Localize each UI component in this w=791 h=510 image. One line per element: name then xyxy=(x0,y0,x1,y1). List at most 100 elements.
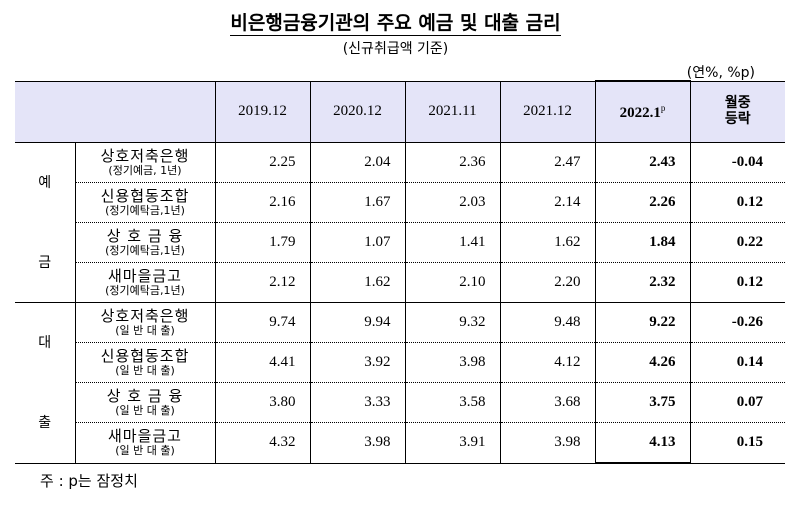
header-period: 2021.11 xyxy=(404,80,500,143)
institution-name: 상 호 금 융 xyxy=(106,226,184,245)
change-cell: -0.26 xyxy=(689,302,785,343)
table-row: 새마을금고 (정기예탁금,1년) 2.12 1.62 2.10 2.20 2.32 0.12 xyxy=(15,262,785,303)
change-cell: 0.12 xyxy=(689,182,785,223)
header-period: 2020.12 xyxy=(309,80,405,143)
section-label-bottom: 금 xyxy=(38,254,52,271)
section-label-bottom: 출 xyxy=(38,414,52,431)
section-label-top: 대 xyxy=(38,334,52,351)
rate-cell: 2.25 xyxy=(214,142,310,183)
latest-rate-cell: 2.43 xyxy=(594,142,691,183)
table-row: 상 호 금 융 (정기예탁금,1년) 1.79 1.07 1.41 1.62 1.84 0.2… xyxy=(15,222,785,263)
header-change: 월중 등락 xyxy=(689,80,785,143)
header-blank xyxy=(15,80,215,143)
section-label-top: 예 xyxy=(38,174,52,191)
rate-cell: 2.47 xyxy=(499,142,595,183)
product-type: (일 반 대 출) xyxy=(115,403,175,417)
rate-cell: 3.98 xyxy=(404,342,500,383)
latest-label: 2022.1 xyxy=(619,104,661,121)
institution-name: 새마을금고 xyxy=(107,266,182,285)
latest-rate-cell: 1.84 xyxy=(594,222,691,263)
rate-cell: 4.41 xyxy=(214,342,310,383)
product-type: (일 반 대 출) xyxy=(115,323,175,337)
document-title: 비은행금융기관의 주요 예금 및 대출 금리 xyxy=(0,8,791,36)
rate-cell: 3.91 xyxy=(404,422,500,464)
table-row: 신용협동조합 (정기예탁금,1년) 2.16 1.67 2.03 2.14 2.26 0.12 xyxy=(15,182,785,223)
institution-name: 새마을금고 xyxy=(107,427,182,446)
institution-name: 신용협동조합 xyxy=(100,346,190,365)
rate-cell: 1.79 xyxy=(214,222,310,263)
rate-cell: 1.67 xyxy=(309,182,405,223)
latest-rate-cell: 4.13 xyxy=(594,422,691,464)
change-cell: -0.04 xyxy=(689,142,785,183)
product-type: (정기예탁금,1년) xyxy=(105,243,185,257)
change-line2: 등락 xyxy=(724,110,751,127)
rate-cell: 3.68 xyxy=(499,382,595,423)
product-type: (일 반 대 출) xyxy=(115,363,175,377)
table-row: 신용협동조합 (일 반 대 출) 4.41 3.92 3.98 4.12 4.26 0.14 xyxy=(15,342,785,383)
institution-cell: 상 호 금 융 (일 반 대 출) xyxy=(74,382,215,423)
unit-label: (연%, %p) xyxy=(686,65,755,81)
title-text: 비은행금융기관의 주요 예금 및 대출 금리 xyxy=(230,12,561,36)
latest-rate-cell: 3.75 xyxy=(594,382,691,423)
change-cell: 0.15 xyxy=(689,422,785,464)
rate-cell: 9.48 xyxy=(499,302,595,343)
change-line1: 월중 xyxy=(724,95,751,112)
product-type: (일 반 대 출) xyxy=(115,443,175,457)
institution-name: 상호저축은행 xyxy=(100,306,190,325)
product-type: (정기예금, 1년) xyxy=(108,163,182,177)
institution-cell: 상 호 금 융 (정기예탁금,1년) xyxy=(74,222,215,263)
institution-cell: 새마을금고 (일 반 대 출) xyxy=(74,422,215,464)
rate-cell: 2.20 xyxy=(499,262,595,303)
rate-cell: 2.12 xyxy=(214,262,310,303)
institution-cell: 새마을금고 (정기예탁금,1년) xyxy=(74,262,215,303)
rate-cell: 2.03 xyxy=(404,182,500,223)
change-cell: 0.12 xyxy=(689,262,785,303)
provisional-mark: p xyxy=(660,102,666,113)
rate-cell: 2.04 xyxy=(309,142,405,183)
latest-rate-cell: 4.26 xyxy=(594,342,691,383)
rate-cell: 3.98 xyxy=(499,422,595,464)
change-cell: 0.07 xyxy=(689,382,785,423)
table-row: 예 금 상호저축은행 (정기예금, 1년) 2.25 2.04 2.36 2.47 2.43 -0… xyxy=(15,142,785,303)
table-row: 새마을금고 (일 반 대 출) 4.32 3.98 3.91 3.98 4.13 0.15 xyxy=(15,422,785,464)
rate-cell: 1.62 xyxy=(499,222,595,263)
rate-cell: 3.80 xyxy=(214,382,310,423)
header-latest: 2022.1p xyxy=(594,80,691,143)
rate-cell: 2.10 xyxy=(404,262,500,303)
table-row: 대 출 상호저축은행 (일 반 대 출) 9.74 9.94 9.32 9.48 9.22 -0.… xyxy=(15,302,785,464)
rate-cell: 4.32 xyxy=(214,422,310,464)
rate-cell: 4.12 xyxy=(499,342,595,383)
change-cell: 0.22 xyxy=(689,222,785,263)
header-period: 2019.12 xyxy=(214,80,310,143)
rate-cell: 1.62 xyxy=(309,262,405,303)
rate-cell: 2.14 xyxy=(499,182,595,223)
rate-cell: 3.92 xyxy=(309,342,405,383)
product-type: (정기예탁금,1년) xyxy=(105,283,185,297)
latest-rate-cell: 2.26 xyxy=(594,182,691,223)
subtitle: (신규취급액 기준) xyxy=(342,41,449,57)
rate-cell: 9.74 xyxy=(214,302,310,343)
institution-name: 상호저축은행 xyxy=(100,146,190,165)
institution-cell: 신용협동조합 (정기예탁금,1년) xyxy=(74,182,215,223)
institution-name: 상 호 금 융 xyxy=(106,386,184,405)
latest-rate-cell: 2.32 xyxy=(594,262,691,303)
rates-table: 2019.12 2020.12 2021.11 2021.12 2022.1p … xyxy=(15,80,785,464)
header-row: 2019.12 2020.12 2021.11 2021.12 2022.1p … xyxy=(15,80,785,143)
rate-cell: 3.33 xyxy=(309,382,405,423)
rate-cell: 1.41 xyxy=(404,222,500,263)
table-row: 상 호 금 융 (일 반 대 출) 3.80 3.33 3.58 3.68 3.75 0.07 xyxy=(15,382,785,423)
institution-name: 신용협동조합 xyxy=(100,186,190,205)
institution-cell: 상호저축은행 (정기예금, 1년) xyxy=(74,142,215,183)
header-period: 2021.12 xyxy=(499,80,595,143)
rate-cell: 3.58 xyxy=(404,382,500,423)
rate-cell: 3.98 xyxy=(309,422,405,464)
rate-cell: 2.16 xyxy=(214,182,310,223)
institution-cell: 신용협동조합 (일 반 대 출) xyxy=(74,342,215,383)
rate-cell: 1.07 xyxy=(309,222,405,263)
latest-rate-cell: 9.22 xyxy=(594,302,691,343)
rate-cell: 9.94 xyxy=(309,302,405,343)
rate-cell: 2.36 xyxy=(404,142,500,183)
institution-cell: 상호저축은행 (일 반 대 출) xyxy=(74,302,215,343)
